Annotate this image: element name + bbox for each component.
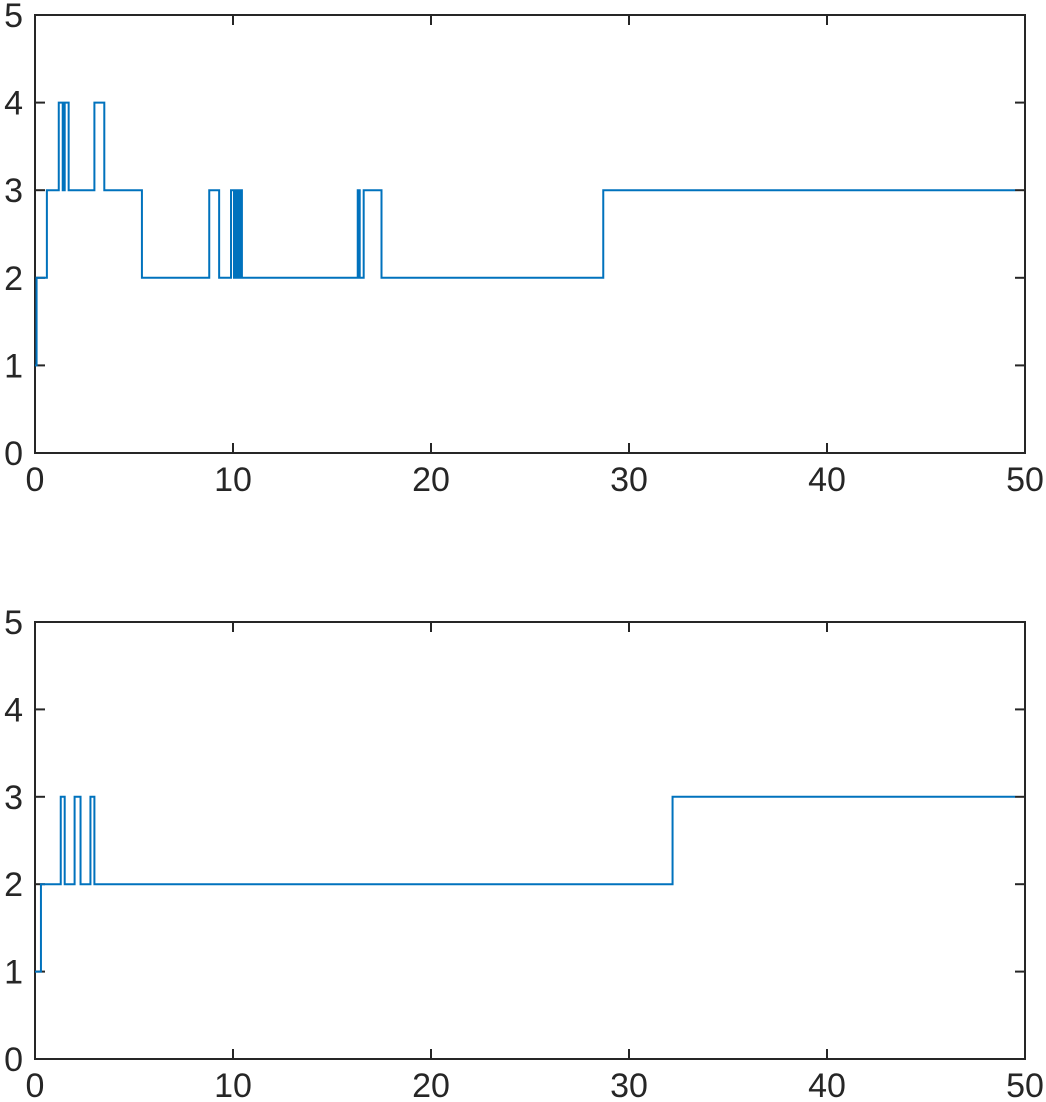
- y-tick-label: 2: [4, 866, 23, 904]
- x-tick-label: 50: [1006, 461, 1044, 499]
- y-tick-label: 3: [4, 779, 23, 817]
- y-tick-label: 4: [4, 691, 23, 729]
- top-subplot: 0 10 20 30 40 50 0 1 2 3 4 5: [4, 0, 1044, 499]
- axes-frame: [34, 14, 1026, 454]
- x-tick-label: 40: [808, 1067, 846, 1102]
- bottom-subplot: 0 10 20 30 40 50 0 1 2 3 4 5: [4, 604, 1044, 1102]
- series-line: [35, 101, 1016, 367]
- x-tick-label: 0: [26, 1067, 45, 1102]
- x-tick-label: 40: [808, 461, 846, 499]
- y-tick-label: 5: [4, 604, 23, 642]
- axes-frame: [34, 621, 1026, 1060]
- y-tick-label: 0: [4, 1041, 23, 1079]
- y-tick-label: 0: [4, 435, 23, 473]
- y-tick-label: 2: [4, 260, 23, 298]
- x-tick-label: 30: [610, 1067, 648, 1102]
- x-tick-label: 20: [412, 461, 450, 499]
- y-tick-label: 1: [4, 954, 23, 992]
- x-tick-label: 10: [214, 1067, 252, 1102]
- x-tick-label: 30: [610, 461, 648, 499]
- x-tick-label: 50: [1006, 1067, 1044, 1102]
- x-tick-label: 20: [412, 1067, 450, 1102]
- y-tick-label: 1: [4, 347, 23, 385]
- x-tick-label: 0: [26, 461, 45, 499]
- y-tick-label: 5: [4, 0, 23, 35]
- y-tick-label: 4: [4, 85, 23, 123]
- y-tick-label: 3: [4, 172, 23, 210]
- series-line: [35, 795, 1016, 973]
- x-tick-label: 10: [214, 461, 252, 499]
